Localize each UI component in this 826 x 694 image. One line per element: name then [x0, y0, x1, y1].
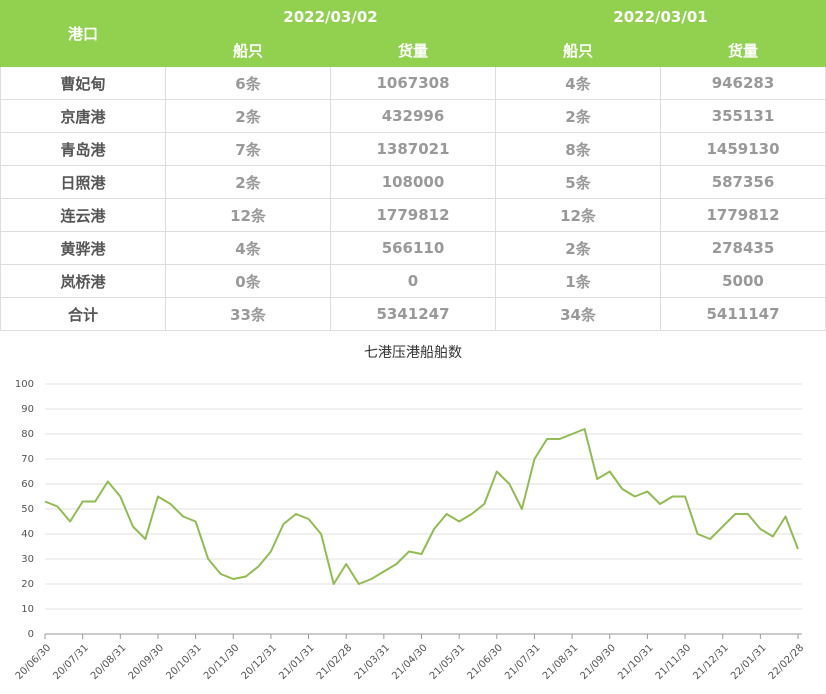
y-tick-label: 30	[21, 554, 34, 565]
table-cell: 5条	[495, 165, 661, 199]
table-row: 岚桥港 0条 0 1条 5000	[0, 264, 826, 298]
table-cell: 566110	[330, 231, 496, 265]
x-tick-label: 21/06/30	[465, 642, 505, 682]
x-tick-label: 20/12/31	[240, 642, 280, 682]
port-name: 岚桥港	[0, 264, 166, 298]
x-tick-label: 21/04/30	[390, 642, 430, 682]
y-tick-label: 60	[21, 479, 34, 490]
table-cell: 355131	[660, 99, 826, 133]
x-tick-label: 22/02/28	[767, 642, 807, 682]
x-tick-label: 21/09/30	[578, 642, 618, 682]
x-tick-label: 21/10/31	[616, 642, 656, 682]
x-tick-label: 22/01/31	[729, 642, 769, 682]
table-row: 黄骅港 4条 566110 2条 278435	[0, 231, 826, 265]
table-cell: 2条	[495, 231, 661, 265]
x-tick-label: 21/02/28	[315, 642, 355, 682]
header-port: 港口	[0, 0, 166, 67]
table-cell: 2条	[165, 99, 331, 133]
port-name: 曹妃甸	[0, 66, 166, 100]
table-cell: 7条	[165, 132, 331, 166]
x-tick-label: 21/01/31	[277, 642, 317, 682]
table-row: 合计 33条 5341247 34条 5411147	[0, 297, 826, 331]
y-tick-label: 40	[21, 529, 34, 540]
header-date: 2022/03/02	[165, 0, 496, 34]
x-tick-label: 21/11/30	[654, 642, 694, 682]
table-row: 京唐港 2条 432996 2条 355131	[0, 99, 826, 133]
header-sub: 货量	[330, 33, 496, 67]
header-sub: 船只	[495, 33, 661, 67]
y-tick-label: 100	[15, 379, 34, 390]
x-tick-label: 20/06/30	[14, 642, 54, 682]
chart-title: 七港压港船舶数	[364, 345, 462, 361]
x-tick-label: 21/03/31	[353, 642, 393, 682]
port-name: 连云港	[0, 198, 166, 232]
table-cell: 1779812	[660, 198, 826, 232]
y-tick-label: 80	[21, 429, 34, 440]
table-cell: 587356	[660, 165, 826, 199]
port-name: 黄骅港	[0, 231, 166, 265]
x-tick-label: 21/07/31	[503, 642, 543, 682]
table-cell: 4条	[495, 66, 661, 100]
header-sub: 货量	[660, 33, 826, 67]
table-cell: 1387021	[330, 132, 496, 166]
table-row: 船只 货量 船只 货量	[1, 33, 826, 67]
table-cell: 1779812	[330, 198, 496, 232]
table-cell: 2条	[165, 165, 331, 199]
table-row: 连云港 12条 1779812 12条 1779812	[0, 198, 826, 232]
table-cell: 0	[330, 264, 496, 298]
header-date: 2022/03/01	[495, 0, 826, 34]
x-tick-label: 21/08/31	[541, 642, 581, 682]
table-cell: 5341247	[330, 297, 496, 331]
y-tick-label: 0	[28, 629, 34, 640]
table-cell: 34条	[495, 297, 661, 331]
data-line	[44, 428, 799, 585]
table-cell: 108000	[330, 165, 496, 199]
port-name: 合计	[0, 297, 166, 331]
x-tick-label: 21/05/31	[428, 642, 468, 682]
y-tick-label: 10	[21, 604, 34, 615]
table-cell: 33条	[165, 297, 331, 331]
y-tick-label: 90	[21, 404, 34, 415]
table-cell: 12条	[495, 198, 661, 232]
x-tick-label: 20/10/31	[164, 642, 204, 682]
table-cell: 1条	[495, 264, 661, 298]
table-cell: 1459130	[660, 132, 826, 166]
table-cell: 946283	[660, 66, 826, 100]
chart: 七港压港船舶数 010203040506070809010020/06/3020…	[14, 345, 807, 682]
table-cell: 5411147	[660, 297, 826, 331]
port-name: 日照港	[0, 165, 166, 199]
table-cell: 0条	[165, 264, 331, 298]
x-tick-label: 20/09/30	[127, 642, 167, 682]
table-cell: 12条	[165, 198, 331, 232]
y-tick-label: 50	[21, 504, 34, 515]
port-name: 青岛港	[0, 132, 166, 166]
table-cell: 432996	[330, 99, 496, 133]
table-row: 港口 2022/03/02 2022/03/01	[0, 0, 826, 67]
x-tick-label: 21/12/31	[691, 642, 731, 682]
table-cell: 5000	[660, 264, 826, 298]
y-tick-label: 20	[21, 579, 34, 590]
table-row: 青岛港 7条 1387021 8条 1459130	[0, 132, 826, 166]
header-sub: 船只	[165, 33, 331, 67]
table-cell: 1067308	[330, 66, 496, 100]
table-cell: 6条	[165, 66, 331, 100]
port-table: 港口 2022/03/02 2022/03/01 船只 货量 船只 货量 曹妃甸 6条 10673…	[0, 0, 826, 331]
table-cell: 8条	[495, 132, 661, 166]
table-row: 日照港 2条 108000 5条 587356	[0, 165, 826, 199]
x-tick-label: 20/07/31	[51, 642, 91, 682]
y-tick-label: 70	[21, 454, 34, 465]
x-tick-label: 20/08/31	[89, 642, 129, 682]
port-name: 京唐港	[0, 99, 166, 133]
table-cell: 4条	[165, 231, 331, 265]
x-tick-label: 20/11/30	[202, 642, 242, 682]
table-cell: 2条	[495, 99, 661, 133]
table-row: 曹妃甸 6条 1067308 4条 946283	[0, 66, 826, 100]
table-cell: 278435	[660, 231, 826, 265]
